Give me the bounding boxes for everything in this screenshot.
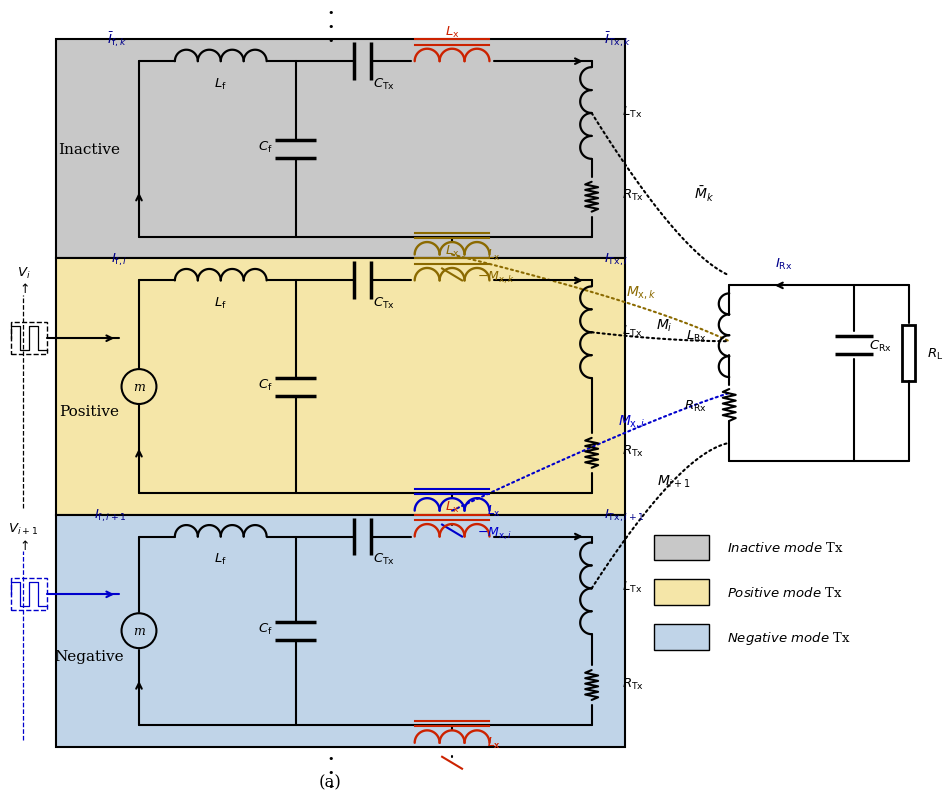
Text: $-M_{\mathrm{x},i}$: $-M_{\mathrm{x},i}$ [477,524,512,541]
Text: $L_{\mathrm{f}}$: $L_{\mathrm{f}}$ [215,296,227,311]
Text: $L_{\mathrm{x}}$: $L_{\mathrm{x}}$ [445,25,460,40]
Text: $R_{\mathrm{Tx}}$: $R_{\mathrm{Tx}}$ [621,444,643,459]
Bar [902,326,915,381]
Bar [11,579,48,610]
Text: •
•
•: • • • [327,8,333,47]
Text: $L_{\mathrm{x}}$: $L_{\mathrm{x}}$ [445,243,460,259]
Text: m: m [133,381,145,393]
Bar [655,625,710,650]
Bar [11,323,48,355]
Bar [655,535,710,560]
Text: $R_{\mathrm{Tx}}$: $R_{\mathrm{Tx}}$ [621,675,643,691]
Text: $M_{i+1}$: $M_{i+1}$ [657,473,692,489]
Text: $R_{\mathrm{L}}$: $R_{\mathrm{L}}$ [926,346,943,361]
Text: Negative: Negative [54,649,124,662]
Text: $I_{\mathrm{f},i}$: $I_{\mathrm{f},i}$ [110,251,127,267]
Bar [56,515,624,747]
Text: $-M_{\mathrm{x},k}$: $-M_{\mathrm{x},k}$ [477,269,515,285]
Text: $R_{\mathrm{Rx}}$: $R_{\mathrm{Rx}}$ [685,398,708,413]
Text: $C_{\mathrm{f}}$: $C_{\mathrm{f}}$ [258,622,273,637]
Text: $L_{\mathrm{Tx}}$: $L_{\mathrm{Tx}}$ [621,324,642,338]
Text: $V_{i+1}$: $V_{i+1}$ [9,521,38,536]
Text: $C_{\mathrm{f}}$: $C_{\mathrm{f}}$ [258,141,273,155]
Text: $\mathit{Negative\ mode}$ Tx: $\mathit{Negative\ mode}$ Tx [728,629,851,646]
Text: $\bar{I}_{\mathrm{Tx},k}$: $\bar{I}_{\mathrm{Tx},k}$ [603,31,631,50]
Text: $V_i$: $V_i$ [16,266,30,280]
Text: m: m [133,625,145,638]
Text: $I_{\mathrm{Rx}}$: $I_{\mathrm{Rx}}$ [775,257,793,271]
Text: $M_i$: $M_i$ [656,318,673,334]
Text: $L_{\mathrm{x}}$: $L_{\mathrm{x}}$ [487,247,501,263]
Text: $M_{\mathrm{x},k}$: $M_{\mathrm{x},k}$ [626,283,656,300]
Bar [655,580,710,605]
Text: $L_{\mathrm{f}}$: $L_{\mathrm{f}}$ [215,551,227,566]
Text: $C_{\mathrm{Tx}}$: $C_{\mathrm{Tx}}$ [373,551,395,566]
Text: $L_{\mathrm{x}}$: $L_{\mathrm{x}}$ [487,736,501,751]
Text: $M_{\mathrm{x},i}$: $M_{\mathrm{x},i}$ [618,413,645,430]
Text: $\bar{I}_{\mathrm{f},k}$: $\bar{I}_{\mathrm{f},k}$ [107,31,127,50]
Text: $\uparrow$: $\uparrow$ [17,538,29,552]
Text: $L_{\mathrm{x}}$: $L_{\mathrm{x}}$ [487,503,501,519]
Text: $L_{\mathrm{Tx}}$: $L_{\mathrm{Tx}}$ [621,104,642,120]
Text: $\mathit{Positive\ mode}$ Tx: $\mathit{Positive\ mode}$ Tx [728,585,843,600]
Text: $C_{\mathrm{Rx}}$: $C_{\mathrm{Rx}}$ [869,338,892,353]
Text: Positive: Positive [59,405,119,419]
Text: $L_{\mathrm{Tx}}$: $L_{\mathrm{Tx}}$ [621,579,642,594]
Text: $I_{\mathrm{Tx},i+1}$: $I_{\mathrm{Tx},i+1}$ [603,507,644,524]
Text: $L_{\mathrm{x}}$: $L_{\mathrm{x}}$ [487,736,501,751]
Text: Inactive: Inactive [58,143,120,157]
Bar [56,259,624,515]
Text: $\bar{M}_k$: $\bar{M}_k$ [694,185,714,204]
Text: $I_{\mathrm{Tx},i}$: $I_{\mathrm{Tx},i}$ [603,251,628,267]
Text: $I_{\mathrm{f},i+1}$: $I_{\mathrm{f},i+1}$ [94,507,127,524]
Text: $\uparrow$: $\uparrow$ [17,282,29,296]
Text: $L_{\mathrm{x}}$: $L_{\mathrm{x}}$ [445,499,460,515]
Text: $R_{\mathrm{Tx}}$: $R_{\mathrm{Tx}}$ [621,188,643,203]
Text: $C_{\mathrm{Tx}}$: $C_{\mathrm{Tx}}$ [373,296,395,311]
Text: •
•
•: • • • [327,752,333,791]
Bar [56,40,624,259]
Text: $L_{\mathrm{Rx}}$: $L_{\mathrm{Rx}}$ [686,328,708,344]
Text: $\mathit{Inactive\ mode}$ Tx: $\mathit{Inactive\ mode}$ Tx [728,540,845,555]
Text: $L_{\mathrm{f}}$: $L_{\mathrm{f}}$ [215,76,227,92]
Text: (a): (a) [319,773,342,790]
Text: $C_{\mathrm{f}}$: $C_{\mathrm{f}}$ [258,377,273,393]
Text: $C_{\mathrm{Tx}}$: $C_{\mathrm{Tx}}$ [373,76,395,92]
